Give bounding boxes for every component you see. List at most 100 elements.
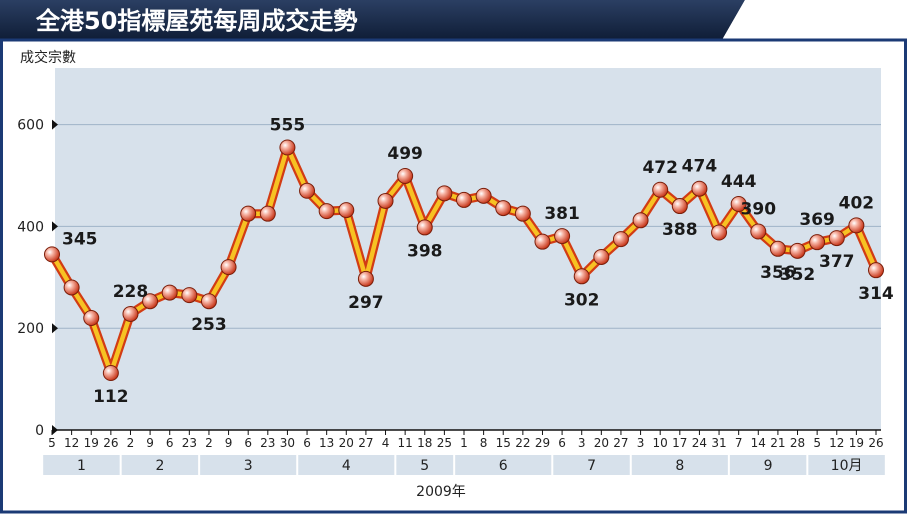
data-label: 402 xyxy=(839,193,875,213)
x-tick-label: 7 xyxy=(735,436,743,450)
x-tick-label: 25 xyxy=(437,436,452,450)
x-tick-label: 26 xyxy=(103,436,118,450)
data-point xyxy=(789,242,806,259)
x-tick-label: 20 xyxy=(594,436,609,450)
data-label: 302 xyxy=(564,290,600,310)
x-axis: 5 12 19 26 2 9 6 23 2 9 6 23 30 6 13 20 27 4 11 18 25 1 8 15 22 2… xyxy=(48,429,884,450)
data-point xyxy=(691,180,708,197)
x-tick-label: 5 xyxy=(813,436,821,450)
data-label: 555 xyxy=(270,116,306,136)
month-cell xyxy=(455,455,552,475)
y-axis: 0 200 400 600 xyxy=(17,118,58,439)
x-tick-label: 6 xyxy=(166,436,174,450)
data-point xyxy=(809,234,826,251)
data-label: 297 xyxy=(348,293,384,313)
data-point xyxy=(63,279,80,296)
month-label: 6 xyxy=(499,458,508,474)
x-tick-label: 5 xyxy=(48,436,56,450)
x-tick-label: 13 xyxy=(319,436,334,450)
x-tick-label: 28 xyxy=(790,436,805,450)
data-label: 345 xyxy=(62,229,98,249)
data-point xyxy=(730,196,747,213)
data-point xyxy=(868,262,884,279)
data-point xyxy=(338,202,355,219)
data-label: 369 xyxy=(799,210,835,230)
data-label: 377 xyxy=(819,252,855,272)
data-point xyxy=(632,212,649,229)
y-tick-label: 0 xyxy=(35,423,44,439)
month-cell xyxy=(631,455,728,475)
x-tick-label: 21 xyxy=(770,436,785,450)
month-label: 4 xyxy=(342,458,351,474)
x-tick-label: 18 xyxy=(417,436,432,450)
data-point xyxy=(848,217,865,234)
title-banner xyxy=(0,0,745,40)
data-point xyxy=(181,287,198,304)
data-point xyxy=(220,259,237,276)
data-point xyxy=(750,223,767,240)
x-tick-label: 19 xyxy=(84,436,99,450)
x-tick-label: 11 xyxy=(398,436,413,450)
data-point xyxy=(593,248,610,265)
grid-lines xyxy=(55,124,881,329)
x-tick-label: 3 xyxy=(578,436,586,450)
y-tick-marker xyxy=(52,221,58,232)
x-tick-label: 6 xyxy=(244,436,252,450)
month-band: 1 2 3 4 5 6 7 8 9 10月 xyxy=(43,455,885,475)
data-label: 314 xyxy=(858,284,894,304)
x-tick-label: 2 xyxy=(205,436,213,450)
data-point xyxy=(259,205,276,222)
data-point xyxy=(514,205,531,222)
data-point xyxy=(161,284,178,301)
month-label: 7 xyxy=(587,458,596,474)
x-tick-label: 12 xyxy=(64,436,79,450)
x-tick-label: 24 xyxy=(692,436,707,450)
x-tick-label: 12 xyxy=(829,436,844,450)
month-label: 9 xyxy=(764,458,773,474)
data-label: 253 xyxy=(191,315,227,335)
data-label: 444 xyxy=(721,172,757,192)
data-point xyxy=(240,205,257,222)
data-label: 352 xyxy=(780,265,816,285)
data-label: 472 xyxy=(642,158,678,178)
data-label: 356 xyxy=(760,263,796,283)
x-tick-label: 6 xyxy=(558,436,566,450)
x-tick-label: 20 xyxy=(339,436,354,450)
x-tick-label: 10 xyxy=(653,436,668,450)
x-tick-label: 3 xyxy=(637,436,645,450)
x-tick-label: 19 xyxy=(849,436,864,450)
data-point xyxy=(534,233,551,250)
data-point xyxy=(142,293,159,310)
y-tick-marker xyxy=(52,119,58,130)
month-cell xyxy=(808,455,885,475)
data-label: 398 xyxy=(407,241,443,261)
y-tick-marker xyxy=(52,323,58,334)
month-cell xyxy=(396,455,454,475)
month-cell xyxy=(729,455,807,475)
x-tick-label: 9 xyxy=(146,436,154,450)
data-point xyxy=(83,310,100,327)
data-point xyxy=(554,228,571,245)
x-tick-label: 31 xyxy=(711,436,726,450)
chart-border xyxy=(0,38,907,514)
data-point xyxy=(397,168,414,185)
month-label: 1 xyxy=(77,458,86,474)
data-point xyxy=(416,219,433,236)
data-point xyxy=(436,185,453,202)
y-tick-label: 400 xyxy=(17,219,44,235)
data-label: 388 xyxy=(662,220,698,240)
data-label: 499 xyxy=(387,144,423,164)
data-point xyxy=(102,364,119,381)
y-tick-label: 200 xyxy=(17,321,44,337)
data-point xyxy=(769,240,786,257)
month-cell xyxy=(553,455,630,475)
data-point xyxy=(377,192,394,209)
data-point xyxy=(711,224,728,241)
data-point xyxy=(44,246,60,263)
x-tick-label: 26 xyxy=(868,436,883,450)
month-label: 3 xyxy=(244,458,253,474)
month-label: 5 xyxy=(420,458,429,474)
data-point xyxy=(475,187,492,204)
month-label: 8 xyxy=(675,458,684,474)
